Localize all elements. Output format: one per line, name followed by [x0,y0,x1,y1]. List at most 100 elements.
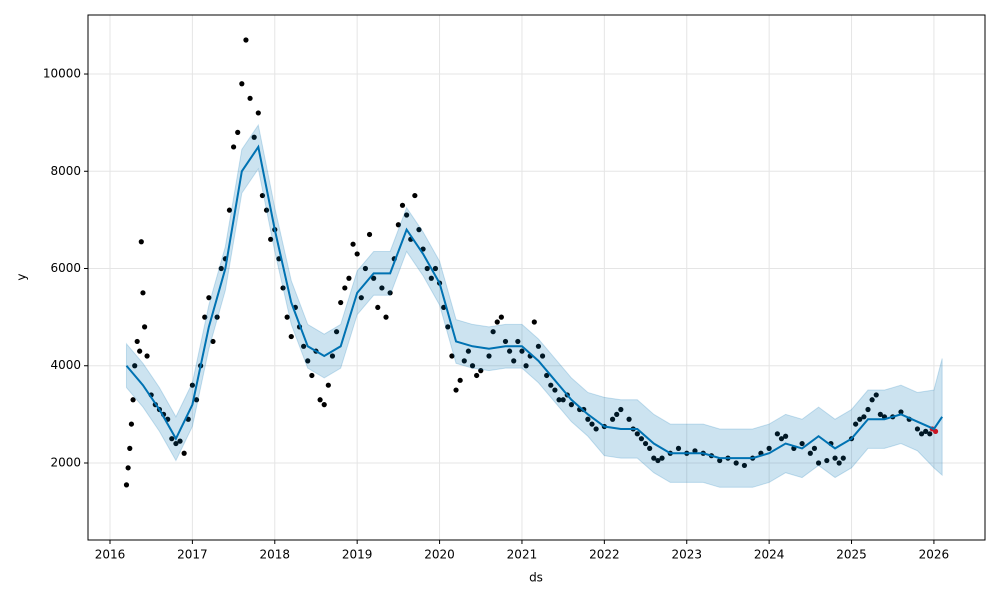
x-tick-label: 2022 [589,548,620,562]
data-point [927,431,933,437]
x-tick-label: 2018 [260,548,291,562]
forecast-line [125,144,943,460]
data-point [243,37,249,43]
data-point [853,421,859,427]
data-point [519,348,525,354]
data-point [692,448,698,454]
data-point [412,192,418,199]
data-point [502,338,509,345]
data-point [778,436,785,442]
data-point [441,304,447,311]
data-point [618,406,624,413]
data-point [177,438,183,444]
data-point [354,251,360,257]
data-point [181,450,187,456]
data-point [263,207,270,213]
data-point [428,275,434,281]
data-point [614,411,620,417]
y-tick-label: 6000 [50,261,81,275]
data-point [589,421,595,427]
data-point [128,421,135,427]
data-point [173,440,179,447]
data-point [169,436,175,442]
data-point [375,304,381,311]
data-point [461,358,467,364]
data-point [140,290,146,296]
data-point [366,231,373,238]
y-tick-label: 8000 [50,164,81,178]
data-point [142,324,148,330]
data-point [432,265,439,272]
data-point [387,290,393,296]
data-point [647,445,653,451]
data-point [626,416,632,422]
data-point [371,275,377,281]
data-point [210,338,216,345]
data-point [358,295,364,301]
data-point [857,416,863,422]
data-point [766,445,772,451]
uncertainty-band [125,123,943,488]
x-tick-label: 2020 [424,548,455,562]
data-point [498,314,504,320]
data-point [642,440,649,447]
data-point [861,414,867,420]
data-point [486,353,492,359]
data-point [651,455,657,461]
data-point [193,397,200,403]
data-point [206,295,212,301]
data-point [609,416,616,422]
data-point [268,236,274,242]
data-point [325,382,331,388]
x-tick-label: 2024 [754,548,785,562]
data-point [202,314,208,320]
data-point [457,377,463,383]
data-point [362,265,369,272]
data-point [815,460,822,466]
data-point [824,457,830,464]
data-point [230,144,237,150]
data-point [305,358,311,364]
data-point [741,462,748,469]
data-point [226,207,233,213]
data-point [309,372,315,379]
data-point [416,227,422,233]
data-point [544,372,550,379]
data-point [811,445,818,451]
data-point [593,426,599,432]
data-point [655,457,661,464]
data-point [556,397,562,403]
data-point [214,314,220,320]
data-point [259,192,266,199]
data-point [494,319,500,325]
data-point [137,348,143,354]
data-point [511,358,517,364]
data-point [840,455,846,461]
data-point [123,482,130,488]
y-tick-label: 4000 [50,358,81,372]
data-point [836,460,842,466]
data-point [918,431,925,437]
data-point [523,363,529,369]
y-tick-label: 2000 [50,455,81,469]
data-point [832,455,838,461]
data-point [338,299,344,306]
data-point [469,363,476,369]
data-point [531,319,537,325]
x-axis-label: ds [529,571,543,585]
data-point [301,343,307,349]
data-point [255,110,261,116]
data-point [189,382,195,388]
data-point [733,460,739,466]
data-point [548,382,554,388]
y-tick-label: 10000 [43,67,81,81]
data-point [399,202,406,208]
data-point [284,314,290,320]
data-point [675,445,682,451]
data-point [898,409,904,415]
data-point [552,387,558,393]
data-point [799,440,805,447]
data-point [474,372,480,379]
data-point [383,314,389,320]
